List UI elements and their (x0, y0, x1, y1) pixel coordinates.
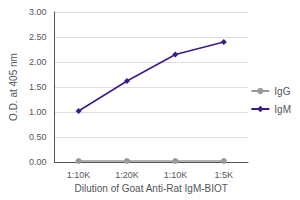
svg-text:IgM: IgM (274, 104, 291, 115)
svg-text:O.D. at 405 nm: O.D. at 405 nm (8, 53, 19, 121)
svg-text:2.50: 2.50 (29, 32, 47, 42)
svg-text:2.00: 2.00 (29, 57, 47, 67)
svg-text:1.50: 1.50 (29, 82, 47, 92)
svg-text:1.00: 1.00 (29, 107, 47, 117)
svg-text:3.00: 3.00 (29, 7, 47, 17)
svg-text:1:10K: 1:10K (164, 170, 188, 180)
svg-text:1:20K: 1:20K (115, 170, 139, 180)
svg-text:1:5K: 1:5K (215, 170, 234, 180)
svg-text:1:10K: 1:10K (67, 170, 91, 180)
svg-text:Dilution of Goat Anti-Rat IgM-: Dilution of Goat Anti-Rat IgM-BIOT (75, 183, 228, 194)
svg-text:0.00: 0.00 (29, 157, 47, 167)
svg-text:IgG: IgG (274, 86, 290, 97)
svg-text:0.50: 0.50 (29, 132, 47, 142)
